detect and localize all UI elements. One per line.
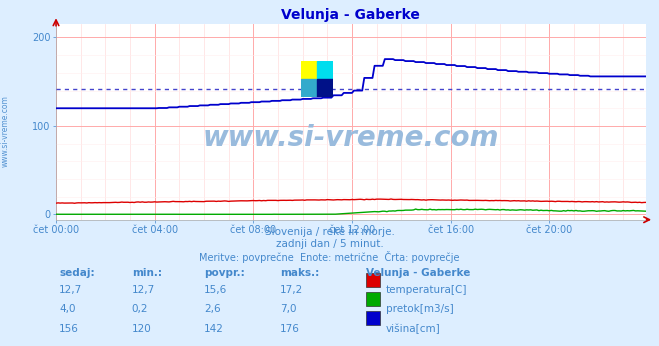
Text: maks.:: maks.: (280, 268, 320, 278)
Text: 142: 142 (204, 324, 224, 334)
Text: 7,0: 7,0 (280, 304, 297, 315)
Text: 17,2: 17,2 (280, 285, 303, 295)
Text: 4,0: 4,0 (59, 304, 76, 315)
Text: temperatura[C]: temperatura[C] (386, 285, 467, 295)
Bar (317, 79, 333, 97)
Text: povpr.:: povpr.: (204, 268, 245, 278)
Text: 156: 156 (59, 324, 79, 334)
Bar (317, 61, 333, 79)
Text: višina[cm]: višina[cm] (386, 324, 440, 334)
Text: 2,6: 2,6 (204, 304, 221, 315)
Text: 0,2: 0,2 (132, 304, 148, 315)
Text: pretok[m3/s]: pretok[m3/s] (386, 304, 453, 315)
Text: Velunja - Gaberke: Velunja - Gaberke (366, 268, 470, 278)
Text: sedaj:: sedaj: (59, 268, 95, 278)
Text: 176: 176 (280, 324, 300, 334)
Title: Velunja - Gaberke: Velunja - Gaberke (281, 8, 420, 22)
Text: 12,7: 12,7 (59, 285, 82, 295)
Text: Slovenija / reke in morje.: Slovenija / reke in morje. (264, 227, 395, 237)
Text: www.si-vreme.com: www.si-vreme.com (1, 95, 10, 167)
Bar (301, 61, 317, 79)
Text: 120: 120 (132, 324, 152, 334)
Text: www.si-vreme.com: www.si-vreme.com (203, 124, 499, 152)
Text: min.:: min.: (132, 268, 162, 278)
Text: 12,7: 12,7 (132, 285, 155, 295)
Text: Meritve: povprečne  Enote: metrične  Črta: povprečje: Meritve: povprečne Enote: metrične Črta:… (199, 251, 460, 263)
Bar (301, 79, 317, 97)
Text: zadnji dan / 5 minut.: zadnji dan / 5 minut. (275, 239, 384, 249)
Text: 15,6: 15,6 (204, 285, 227, 295)
